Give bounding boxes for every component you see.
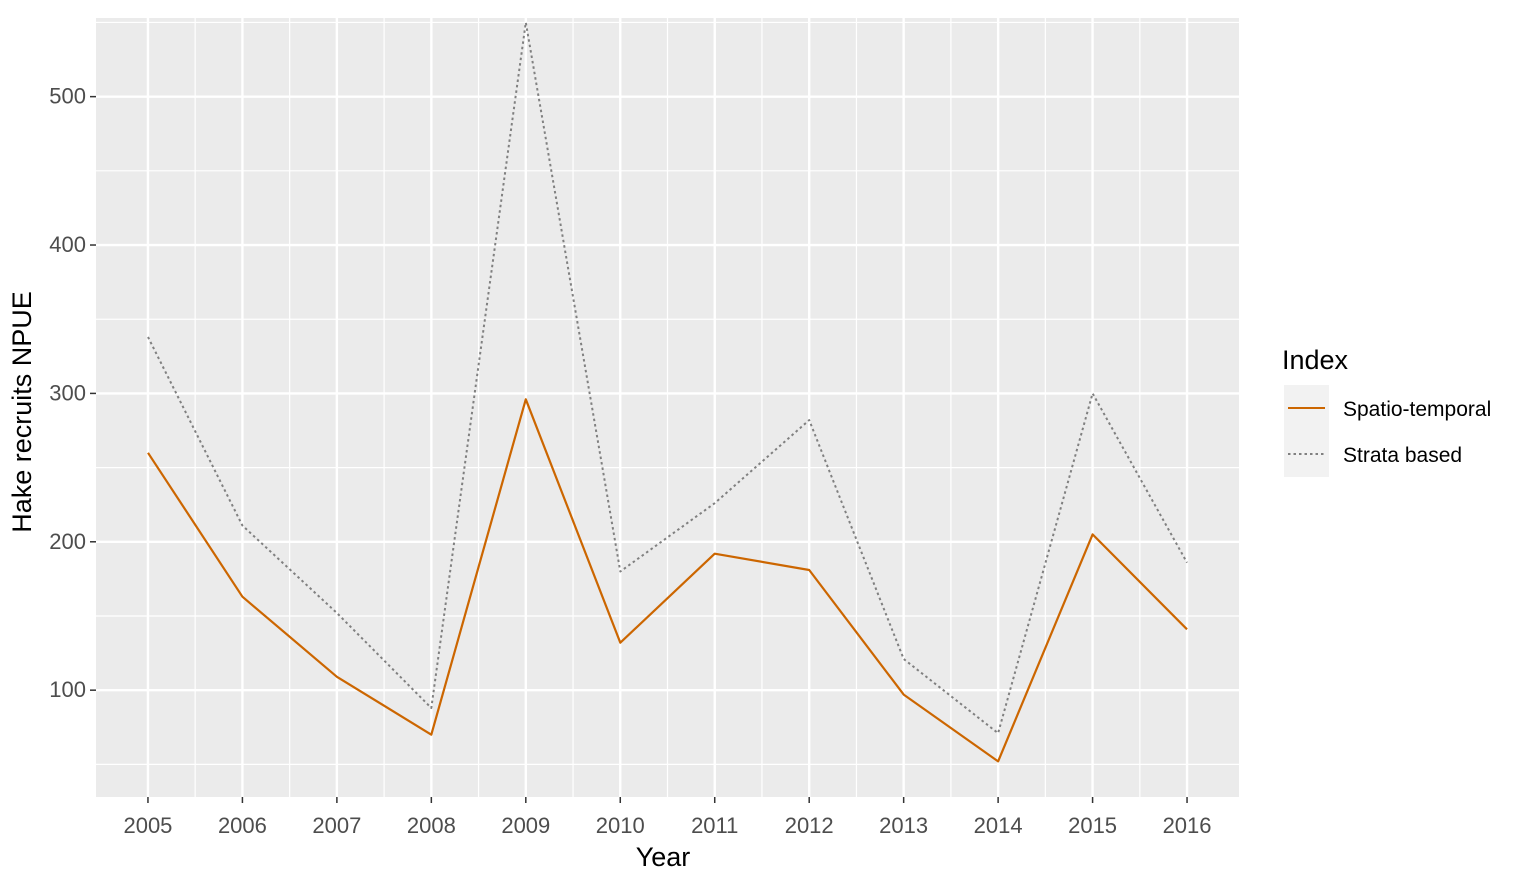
series-line-spatio-temporal (147, 398, 1188, 763)
x-tick-label: 2014 (974, 813, 1023, 838)
y-tick-label: 400 (49, 232, 86, 257)
x-tick-label: 2008 (407, 813, 456, 838)
x-axis-ticks: 2005 2006 2007 2008 2009 2010 2011 2012 2013 2014… (123, 797, 1212, 838)
y-tick-label: 100 (49, 677, 86, 702)
x-tick-label: 2009 (501, 813, 550, 838)
y-tick-label: 500 (49, 84, 86, 109)
x-tick-label: 2013 (879, 813, 928, 838)
x-tick-label: 2007 (312, 813, 361, 838)
x-tick-label: 2015 (1068, 813, 1117, 838)
x-tick-label: 2010 (596, 813, 645, 838)
y-axis-title: Hake recruits NPUE (7, 291, 37, 533)
major-gridlines (96, 18, 1239, 797)
y-tick-label: 200 (49, 529, 86, 554)
minor-gridlines (96, 18, 1239, 797)
x-tick-label: 2006 (218, 813, 267, 838)
x-tick-label: 2005 (123, 813, 172, 838)
legend-title: Index (1282, 345, 1349, 375)
y-tick-label: 300 (49, 380, 86, 405)
x-axis-title: Year (636, 842, 691, 872)
legend-label: Strata based (1343, 444, 1462, 467)
legend-label: Spatio-temporal (1343, 398, 1491, 421)
series-layer (147, 21, 1188, 763)
y-axis-ticks: 100 200 300 400 500 (49, 84, 96, 702)
legend-items: Spatio-temporal Strata based (1284, 385, 1491, 477)
x-tick-label: 2012 (785, 813, 834, 838)
legend: Index Spatio-temporal Strata based (1282, 345, 1491, 477)
x-tick-label: 2011 (691, 813, 738, 838)
x-tick-label: 2016 (1163, 813, 1212, 838)
